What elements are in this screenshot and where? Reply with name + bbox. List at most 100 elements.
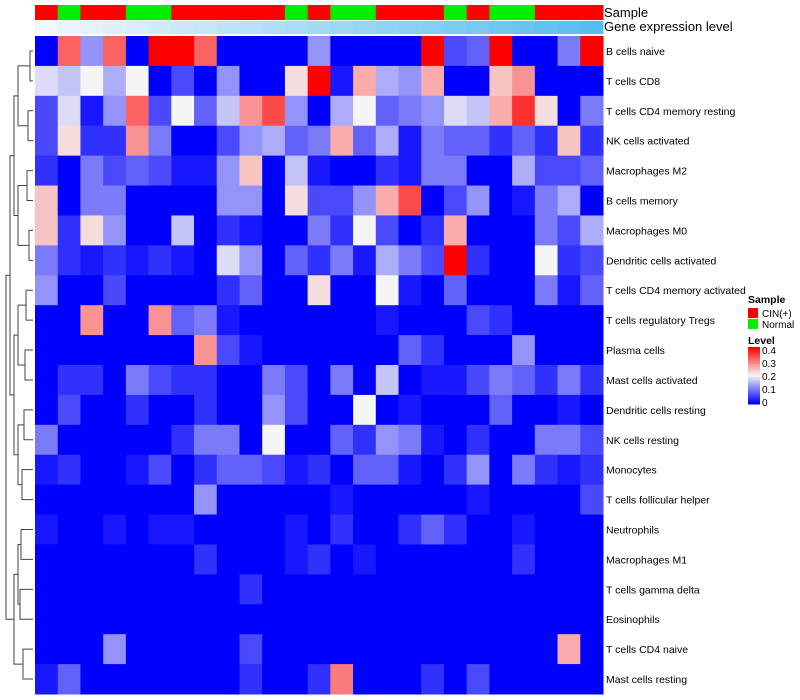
expression-annotation-cell [103, 21, 127, 34]
sample-annotation-cell [125, 5, 150, 20]
heatmap-cell [57, 275, 81, 306]
legend-level-step [748, 349, 760, 352]
heatmap-cell [375, 604, 400, 635]
row-label: Dendritic cells activated [606, 255, 716, 267]
sample-annotation-cell [330, 5, 354, 20]
heatmap-cell [375, 275, 400, 306]
heatmap-cell [307, 95, 331, 127]
dendrogram-branch [17, 424, 24, 486]
heatmap-cell [489, 544, 513, 575]
heatmap-cell [398, 125, 422, 157]
sample-annotation-cell [148, 5, 172, 20]
heatmap-cell [125, 185, 150, 216]
sample-annotation-cell [557, 5, 581, 20]
heatmap-cell [398, 305, 422, 336]
heatmap-cell [557, 604, 581, 635]
heatmap-cell [171, 305, 195, 336]
heatmap-cell [171, 454, 195, 486]
heatmap-cell [194, 394, 218, 426]
heatmap-cell [262, 305, 286, 336]
legend-level-step [748, 379, 760, 382]
sample-annotation-cell [57, 5, 81, 20]
heatmap-cell [239, 484, 263, 516]
heatmap-cell [466, 424, 490, 456]
heatmap-cell [125, 125, 150, 157]
heatmap-cell [375, 215, 400, 246]
heatmap-cell [580, 95, 604, 127]
heatmap-cell [512, 215, 536, 246]
heatmap-cell [466, 394, 490, 426]
heatmap-cell [103, 275, 127, 306]
heatmap-cell [239, 305, 263, 336]
legend-level-step [748, 351, 760, 354]
legend-level-step [748, 374, 760, 376]
heatmap-cell [489, 394, 513, 426]
heatmap-cell [557, 514, 581, 545]
heatmap-cell [125, 514, 150, 545]
heatmap-cell [262, 604, 286, 635]
heatmap-cell [194, 95, 218, 127]
heatmap-cell [466, 305, 490, 336]
heatmap-cell [421, 335, 445, 366]
heatmap-cell [80, 424, 104, 456]
heatmap-cell [557, 544, 581, 575]
heatmap-cell [35, 335, 59, 366]
legend-level-step [748, 401, 760, 404]
legend-level-step [748, 389, 760, 392]
heatmap-cell [398, 215, 422, 246]
heatmap-cell [353, 215, 377, 246]
heatmap-cell [512, 394, 536, 426]
heatmap-cell [512, 36, 536, 67]
heatmap-cell [216, 514, 240, 545]
heatmap-cell [512, 664, 536, 695]
heatmap-cell [466, 604, 490, 635]
expression-annotation-cell [512, 21, 536, 34]
heatmap-cell [125, 574, 150, 605]
heatmap-cell [194, 365, 218, 396]
expression-annotation-cell [35, 21, 59, 34]
legend-level-step [748, 381, 760, 384]
heatmap-cell [580, 574, 604, 605]
heatmap-cell [398, 65, 422, 97]
heatmap-cell [466, 36, 490, 67]
legend-level-step [748, 384, 760, 386]
heatmap-cell [489, 95, 513, 127]
heatmap-cell [489, 155, 513, 187]
expression-annotation-cell [353, 21, 377, 34]
heatmap-cell [216, 365, 240, 396]
legend-level-tick-2: 0.2 [762, 372, 776, 383]
heatmap-cell [194, 664, 218, 695]
heatmap-cell [557, 95, 581, 127]
heatmap-cell [148, 305, 172, 336]
heatmap-cell [307, 275, 331, 306]
heatmap-cell [103, 125, 127, 157]
heatmap-cell [194, 634, 218, 665]
heatmap-cell [330, 394, 354, 426]
heatmap-cell [307, 394, 331, 426]
heatmap-cell [171, 36, 195, 67]
legend-level-step [748, 365, 760, 368]
heatmap-cell [57, 185, 81, 216]
legend-level-step [748, 385, 760, 388]
heatmap-cell [194, 215, 218, 246]
heatmap-cell [512, 95, 536, 127]
heatmap-cell [330, 604, 354, 635]
legend-level-title: Level [748, 335, 775, 347]
legend-label-cin: CIN(+) [762, 309, 792, 320]
legend-level-step [748, 355, 760, 358]
heatmap-cell [353, 544, 377, 575]
heatmap-cell [353, 275, 377, 306]
heatmap-cell [194, 424, 218, 456]
heatmap-cell [216, 185, 240, 216]
dendrogram-branch [26, 170, 33, 201]
heatmap-cell [171, 95, 195, 127]
heatmap-cell [148, 65, 172, 97]
heatmap-cell [125, 634, 150, 665]
heatmap-cell [80, 365, 104, 396]
heatmap-cell [443, 454, 468, 486]
heatmap-cell [443, 365, 468, 396]
heatmap-cell [580, 544, 604, 575]
heatmap-cell [216, 245, 240, 276]
heatmap-cell [216, 454, 240, 486]
